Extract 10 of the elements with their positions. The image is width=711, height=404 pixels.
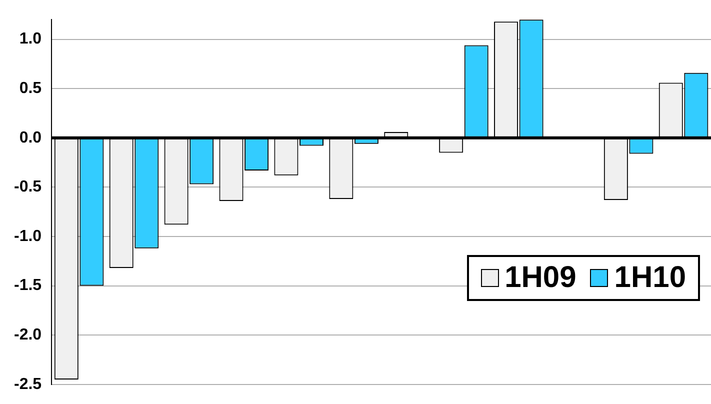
- legend-label: 1H10: [614, 261, 686, 295]
- y-tick-label: -0.5: [14, 178, 42, 196]
- text: 1H09: [504, 261, 576, 295]
- y-tick-label: 0.5: [19, 80, 42, 98]
- y-tick-label: -2.0: [14, 326, 42, 344]
- y-tick-label: 0.0: [19, 129, 42, 146]
- y-tick-label: -1.5: [14, 277, 42, 294]
- y-tick-label: -2.5: [14, 376, 42, 393]
- y-tick-label: -1.0: [14, 228, 42, 245]
- y-tick-label: 1.0: [19, 30, 42, 48]
